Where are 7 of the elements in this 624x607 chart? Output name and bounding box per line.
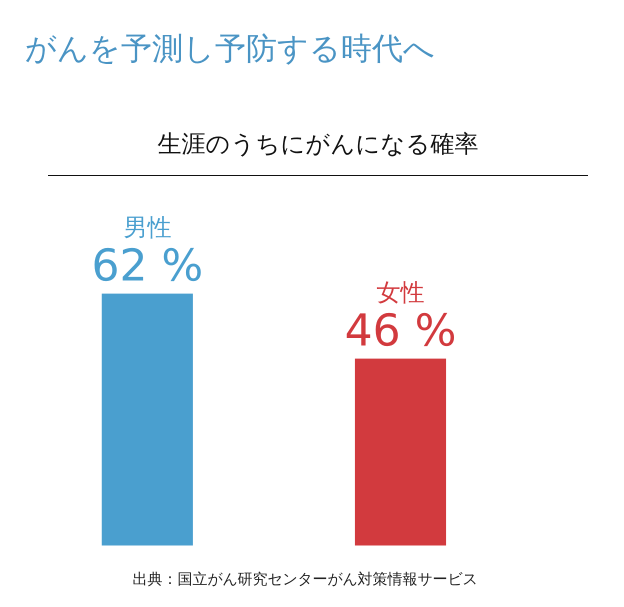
chart-title: がんを予測し予防する時代へ (24, 30, 435, 69)
x-tick-label: 女性 (376, 278, 424, 307)
data-label: 46 % (344, 306, 456, 357)
data-label: 62 % (91, 240, 204, 292)
x-tick-label: 男性 (123, 214, 172, 242)
chart-subtitle: 生涯のうちにがんになる確率 (48, 127, 588, 176)
source-note: 出典：国立がん研究センターがん対策情報サービス (132, 569, 478, 590)
